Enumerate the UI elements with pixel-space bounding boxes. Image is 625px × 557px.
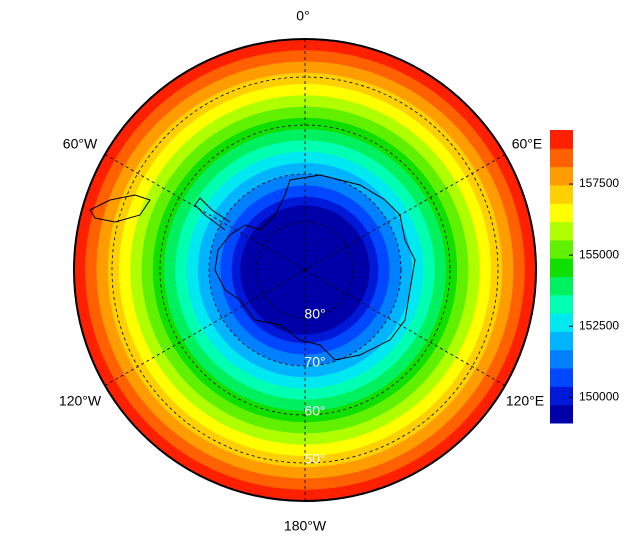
meridian [104,154,306,271]
lon-label: 120°E [506,393,544,409]
lat-label: 50° [304,451,325,467]
coastline [89,174,416,361]
parallel [256,221,354,319]
colorbar-step [550,239,573,259]
colorbar-step [550,386,573,406]
colorbar-step [550,276,573,296]
lat-label: 60° [304,403,325,419]
colorbar-step [550,166,573,186]
lon-label: 120°W [59,393,102,409]
colorbar-step [550,258,573,277]
colorbar: 150000 152500 155000 157500 [550,130,619,424]
lon-label: 0° [296,8,309,24]
meridian [304,269,506,386]
map-border [73,38,537,502]
colorbar-label: 150000 [579,390,619,404]
colorbar-label: 157500 [579,176,619,190]
lat-label: 70° [304,354,325,370]
colorbar-step [550,313,573,332]
colorbar-step [550,404,573,424]
colorbar-step [550,368,573,387]
colorbar-step [550,331,573,351]
parallel [159,124,451,416]
parallel [111,76,499,464]
colorbar-step [550,184,573,204]
colorbar-step [550,221,573,241]
meridian [304,154,506,271]
lon-label: 60°E [512,136,543,152]
colorbar-label: 155000 [579,247,619,261]
colorbar-step [550,148,573,168]
meridian [104,269,306,386]
colorbar-step [550,294,573,314]
colorbar-step [550,130,573,149]
lat-label: 80° [304,306,325,322]
graticule [104,39,506,501]
colorbar-step [550,203,573,223]
lon-label: 180°W [284,518,327,534]
colorbar-step [550,349,573,369]
lon-label: 60°W [63,136,98,152]
labels: 0° 60°E 120°E 180°W 120°W 60°W 80° 70° 60° 50° [59,8,544,534]
colorbar-label: 152500 [579,318,619,332]
